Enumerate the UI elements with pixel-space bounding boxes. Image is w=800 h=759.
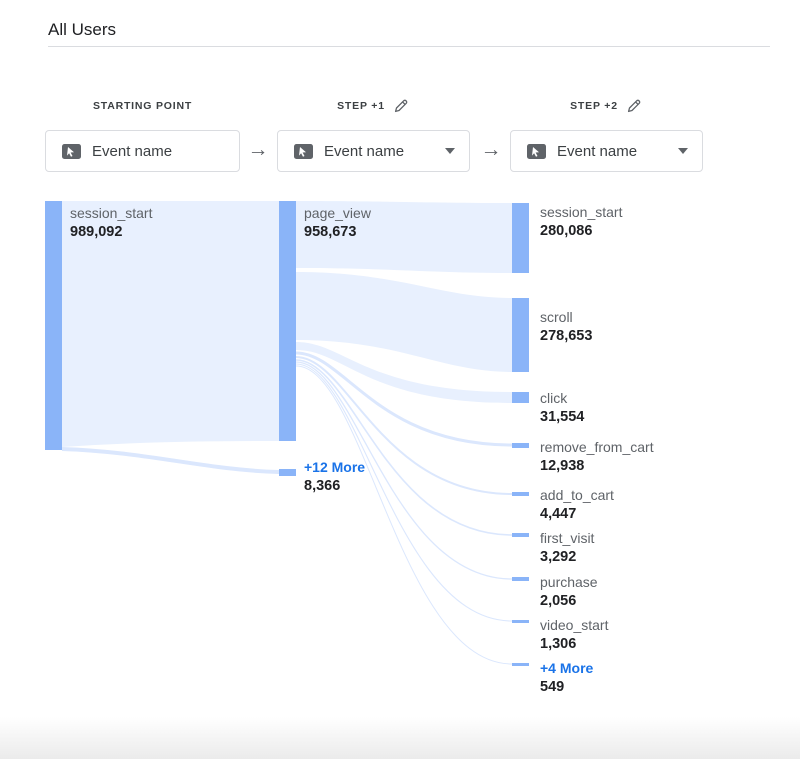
pencil-icon [395,99,408,113]
node-bar-click-col3[interactable] [512,392,529,403]
flow-page_view-remove_from_cart [295,351,513,447]
node-value: 278,653 [540,328,593,344]
node-value: 958,673 [304,224,357,240]
node-value: 549 [540,679,565,695]
step-header-step-2: STEP +2 [510,97,703,115]
flow-page_view-first_visit [295,359,513,536]
dropdown-value: Event name [92,142,173,160]
step-1-dimension-dropdown[interactable]: Event name [277,130,470,172]
flow-session_start-page_view [62,201,279,447]
flow-page_view-click [296,342,512,403]
step-header-step-1: STEP +1 [277,97,470,115]
flow-page_view-scroll [296,272,512,372]
flow-page_view-video_start [295,363,513,622]
node-label: page_view [304,205,371,221]
flow-page_view-4-more [295,365,513,665]
node-bar-session_start-col3[interactable] [512,203,529,273]
node-label: scroll [540,309,573,325]
edit-step-1-button[interactable] [393,98,410,115]
event-cursor-icon [294,143,313,159]
step-header-label: STARTING POINT [92,100,193,112]
node-bar-video_start-col3[interactable] [512,620,529,623]
node-bar-12-more-col2[interactable] [279,469,296,476]
dropdown-value: Event name [557,142,638,160]
step-arrow-icon: → [247,138,269,161]
node-value: 31,554 [540,409,585,425]
node-label: session_start [70,205,153,221]
node-value: 4,447 [540,506,577,522]
step-arrow-icon: → [480,138,502,161]
node-bar-remove_from_cart-col3[interactable] [512,443,529,448]
node-value: 12,938 [540,458,585,474]
node-label: click [540,390,568,406]
node-value: 989,092 [70,224,123,240]
starting-point-dimension-dropdown[interactable]: Event name [45,130,240,172]
flow-page_view-purchase [295,361,513,580]
node-bar-add_to_cart-col3[interactable] [512,492,529,496]
dropdown-value: Event name [324,142,405,160]
step-header-label: STEP +1 [337,100,385,112]
node-bar-first_visit-col3[interactable] [512,533,529,537]
node-value: 280,086 [540,223,593,239]
title-divider [48,46,770,47]
more-nodes-link[interactable]: +12 More [304,459,366,475]
node-label: purchase [540,574,598,590]
flow-page_view-session_start [296,201,512,273]
event-cursor-icon [527,143,546,159]
edit-step-2-button[interactable] [626,98,643,115]
node-label: video_start [540,617,609,633]
node-value: 2,056 [540,593,577,609]
node-bar-scroll-col3[interactable] [512,298,529,372]
node-bar-session_start-col1[interactable] [45,201,62,450]
event-cursor-icon [62,143,81,159]
flow-session_start-12-more [61,447,280,474]
chevron-down-icon [678,148,688,154]
node-bar-purchase-col3[interactable] [512,577,529,581]
node-value: 8,366 [304,478,341,494]
page-title: All Users [48,20,117,39]
step-header-starting-point: STARTING POINT [45,97,240,115]
node-value: 3,292 [540,549,577,565]
node-bar-page_view-col2[interactable] [279,201,296,441]
node-value: 1,306 [540,636,577,652]
node-label: remove_from_cart [540,439,654,455]
step-2-dimension-dropdown[interactable]: Event name [510,130,703,172]
node-label: session_start [540,204,623,220]
pencil-icon [628,99,641,113]
node-label: first_visit [540,530,595,546]
flow-page_view-add_to_cart [295,356,513,495]
node-bar-4-more-col3[interactable] [512,663,529,666]
node-label: add_to_cart [540,487,614,503]
more-nodes-link[interactable]: +4 More [540,660,594,676]
chevron-down-icon [445,148,455,154]
step-header-label: STEP +2 [570,100,618,112]
